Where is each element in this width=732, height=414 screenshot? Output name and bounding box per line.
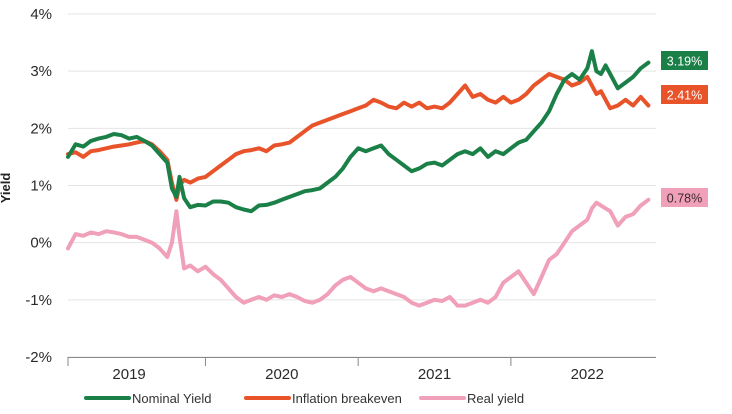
end-label-value: 0.78% — [667, 192, 702, 206]
y-tick-label: 0% — [30, 235, 52, 252]
x-tick-label: 2019 — [112, 366, 145, 383]
end-label-value: 2.41% — [667, 89, 702, 103]
y-tick-label: 1% — [30, 178, 52, 195]
y-tick-label: -1% — [25, 292, 52, 309]
y-tick-label: 2% — [30, 120, 52, 137]
end-value-labels: 3.19% 2.41% 0.78% — [661, 51, 708, 207]
legend-label: Inflation breakeven — [292, 391, 402, 406]
x-tick-label: 2021 — [418, 366, 451, 383]
series-line-real-yield — [66, 197, 651, 308]
series-lines — [66, 49, 651, 308]
legend: Nominal Yield Inflation breakeven Real yie… — [84, 391, 524, 406]
x-axis: 2019 2020 2021 2022 — [67, 357, 656, 383]
y-tick-label: -2% — [25, 349, 52, 366]
y-tick-label: 4% — [30, 6, 52, 23]
end-label-box — [661, 51, 708, 70]
x-tick-label: 2020 — [265, 366, 298, 383]
end-label-box — [661, 188, 708, 207]
legend-label: Real yield — [467, 391, 524, 406]
y-axis-ticks: 4% 3% 2% 1% 0% -1% -2% — [25, 6, 52, 366]
series-line-inflation-breakeven — [66, 72, 651, 202]
end-label-value: 3.19% — [667, 55, 702, 69]
legend-label: Nominal Yield — [132, 391, 212, 406]
gridlines — [68, 13, 656, 358]
x-tick-label: 2022 — [571, 366, 604, 383]
end-label-box — [661, 85, 708, 104]
y-axis-label: Yield — [0, 173, 13, 204]
series-line-nominal-yield — [66, 49, 651, 214]
y-tick-label: 3% — [30, 63, 52, 80]
